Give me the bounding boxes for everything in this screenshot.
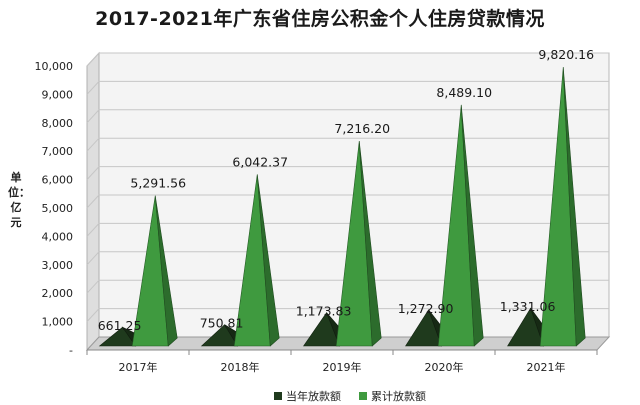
y-tick-label: 8,000 (42, 117, 74, 130)
y-tick-label: 1,000 (42, 316, 74, 329)
y-tick-label: 3,000 (42, 259, 74, 272)
gridline (86, 109, 609, 124)
data-label-cumulative: 9,820.16 (538, 47, 594, 62)
x-tick-label: 2019年 (323, 360, 362, 374)
bar-cumulative (437, 104, 484, 347)
data-label-annual: 750.81 (200, 316, 244, 331)
gridline (86, 80, 609, 95)
y-tick-label: 9,000 (42, 88, 74, 101)
chart-title: 2017-2021年广东省住房公积金个人住房贷款情况 (95, 8, 545, 30)
y-tick-label: 5,000 (42, 202, 74, 215)
gridline (86, 166, 609, 180)
gridline (86, 308, 609, 322)
x-axis-labels: 2017年 2018年 2019年 2020年 2021年 (119, 360, 566, 374)
data-label-annual: 661.25 (98, 318, 142, 333)
x-tick-label: 2021年 (527, 360, 566, 374)
bar-cumulative (335, 141, 382, 347)
legend-item-cumulative: 累计放款额 (359, 388, 426, 404)
data-label-annual: 1,272.90 (398, 301, 454, 316)
y-tick-label: 2,000 (42, 287, 74, 300)
y-tick-label: 6,000 (42, 174, 74, 187)
y-tick-label: 10,000 (35, 60, 74, 73)
gridline (86, 52, 609, 67)
data-label-cumulative: 8,489.10 (436, 85, 492, 100)
data-label-annual: 1,173.83 (296, 304, 352, 319)
y-axis-ticks: - 1,000 2,000 3,000 4,000 5,000 6,000 7,000 8,00… (35, 60, 74, 357)
bar-cumulative (539, 67, 586, 347)
gridline (86, 279, 609, 294)
gridline (86, 251, 609, 266)
gridline (86, 222, 609, 237)
x-tick-label: 2017年 (119, 360, 158, 374)
legend-label-annual: 当年放款额 (286, 390, 341, 403)
data-label-cumulative: 7,216.20 (334, 121, 390, 136)
data-label-cumulative: 5,291.56 (130, 176, 186, 191)
y-tick-label: - (69, 344, 73, 357)
chart-marks (98, 67, 586, 347)
chart-legend: 当年放款额 累计放款额 (0, 388, 640, 404)
legend-item-annual: 当年放款额 (274, 388, 341, 404)
gridline (86, 194, 609, 209)
y-tick-label: 7,000 (42, 145, 74, 158)
bar-cumulative (131, 195, 178, 347)
x-tick-label: 2020年 (425, 360, 464, 374)
legend-swatch-annual (274, 392, 282, 400)
legend-swatch-cumulative (359, 392, 367, 400)
data-labels: 661.25 5,291.56 750.81 6,042.37 1,173.83 7,21… (98, 47, 594, 333)
gridline (86, 137, 609, 152)
data-label-annual: 1,331.06 (500, 299, 556, 314)
bar-cumulative (233, 174, 280, 347)
data-label-cumulative: 6,042.37 (232, 154, 288, 169)
legend-label-cumulative: 累计放款额 (371, 390, 426, 403)
x-tick-label: 2018年 (221, 360, 260, 374)
y-tick-label: 4,000 (42, 230, 74, 243)
chart-plot: - 1,000 2,000 3,000 4,000 5,000 6,000 7,000 8,00… (35, 47, 611, 374)
